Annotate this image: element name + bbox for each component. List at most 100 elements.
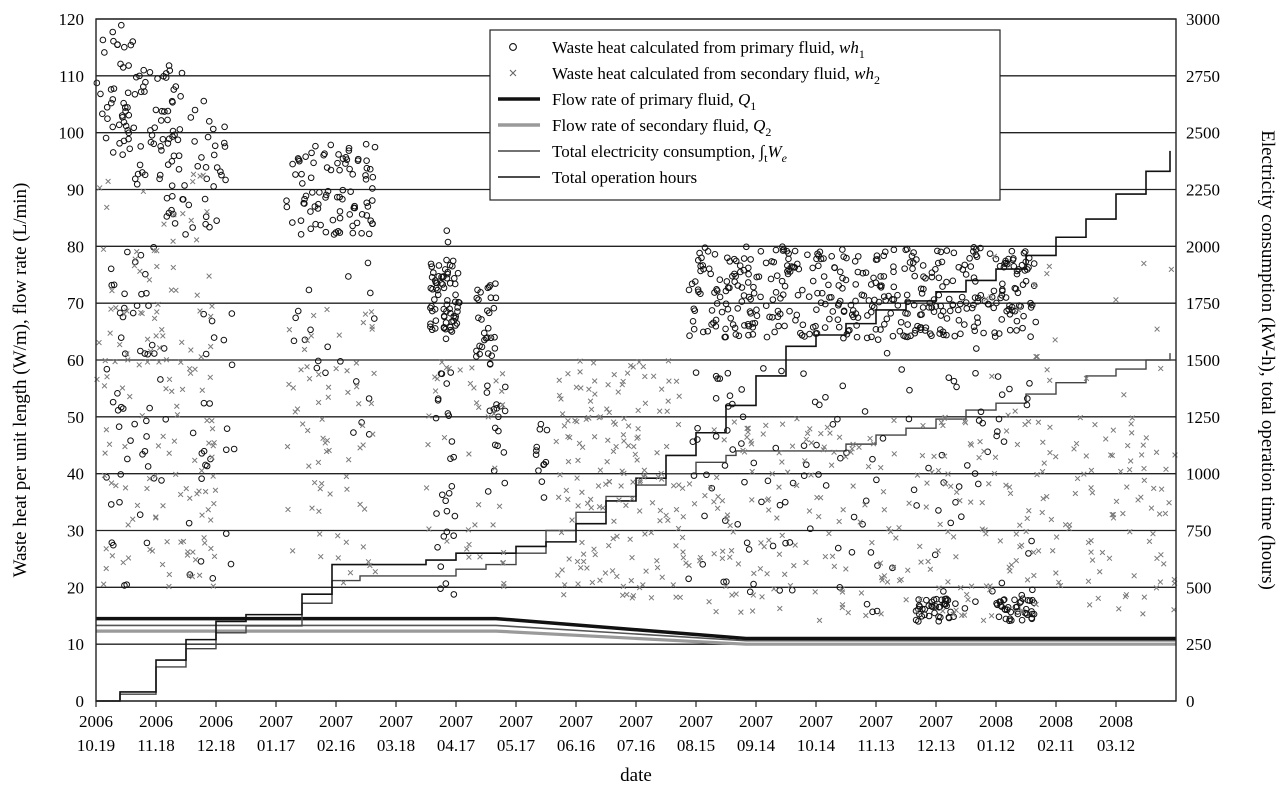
point-wh2 (566, 434, 573, 441)
point-wh1 (313, 364, 321, 372)
point-wh2 (500, 549, 507, 556)
point-wh2 (327, 491, 333, 497)
point-wh1 (750, 289, 758, 297)
point-wh1 (156, 171, 164, 179)
point-wh1 (711, 251, 719, 258)
point-wh1 (746, 588, 754, 596)
point-wh1 (685, 575, 692, 583)
point-wh1 (434, 286, 441, 294)
point-wh1 (1000, 438, 1008, 445)
point-wh1 (713, 300, 721, 307)
point-wh2 (719, 497, 726, 504)
point-wh2 (201, 540, 208, 546)
point-wh1 (739, 413, 747, 421)
point-wh2 (600, 505, 606, 511)
point-wh2 (129, 516, 136, 522)
point-wh2 (1085, 578, 1092, 585)
point-wh1 (934, 259, 942, 267)
point-wh1 (147, 138, 155, 146)
point-wh1 (444, 268, 452, 276)
point-wh2 (577, 358, 583, 364)
point-wh2 (959, 612, 965, 619)
point-wh2 (362, 311, 369, 317)
point-wh1 (962, 271, 970, 278)
point-wh1 (880, 252, 888, 260)
point-wh2 (309, 505, 315, 511)
x-tick-year: 2007 (439, 712, 474, 731)
point-wh1 (795, 265, 803, 273)
point-wh2 (177, 491, 184, 498)
point-wh1 (123, 581, 130, 588)
point-wh1 (949, 277, 957, 285)
point-wh1 (117, 21, 125, 29)
point-wh2 (209, 454, 215, 460)
point-wh2 (1120, 510, 1126, 517)
point-wh1 (986, 250, 994, 257)
point-wh1 (213, 164, 221, 171)
point-wh1 (867, 549, 875, 556)
point-wh2 (578, 385, 584, 391)
point-wh1 (308, 189, 316, 196)
point-wh2 (673, 594, 679, 600)
point-wh2 (211, 500, 217, 507)
point-wh2 (286, 381, 292, 388)
point-wh2 (186, 572, 193, 578)
point-wh2 (318, 480, 325, 487)
point-wh2 (787, 582, 794, 589)
point-wh1 (888, 296, 896, 303)
point-wh1 (840, 253, 847, 260)
point-wh1 (1025, 264, 1032, 271)
point-wh1 (925, 464, 932, 472)
point-wh1 (131, 175, 139, 183)
point-wh1 (201, 195, 209, 203)
point-wh1 (977, 291, 985, 299)
point-wh1 (947, 519, 955, 527)
point-wh1 (122, 107, 129, 115)
point-wh1 (1017, 303, 1025, 310)
point-wh1 (835, 282, 843, 289)
point-wh1 (310, 159, 317, 167)
point-wh2 (477, 554, 483, 560)
point-wh1 (450, 275, 458, 282)
point-wh1 (734, 305, 742, 312)
point-wh1 (339, 195, 346, 203)
point-wh1 (770, 258, 778, 266)
point-wh2 (827, 430, 833, 436)
point-wh2 (102, 450, 108, 456)
point-wh2 (862, 502, 868, 508)
point-wh2 (584, 500, 591, 507)
point-wh1 (749, 320, 756, 327)
point-wh2 (188, 347, 194, 353)
point-wh1 (1003, 606, 1011, 614)
point-wh2 (843, 454, 849, 460)
point-wh1 (915, 602, 923, 609)
point-wh2 (196, 488, 202, 494)
point-wh2 (207, 517, 214, 523)
point-wh1 (977, 244, 984, 252)
point-wh1 (444, 238, 452, 246)
point-wh2 (686, 481, 693, 487)
point-wh2 (941, 453, 948, 459)
point-wh1 (718, 308, 726, 316)
x-tick-year: 2007 (259, 712, 294, 731)
point-wh1 (437, 585, 444, 592)
point-wh1 (115, 423, 123, 431)
point-wh2 (637, 479, 643, 486)
point-wh2 (103, 427, 110, 433)
point-wh2 (368, 309, 375, 315)
point-wh1 (101, 49, 108, 56)
point-wh1 (998, 316, 1006, 323)
point-wh2 (580, 551, 587, 557)
point-wh1 (757, 247, 765, 255)
point-wh1 (911, 329, 919, 337)
point-wh1 (449, 257, 457, 265)
y-tick-label: 110 (59, 67, 84, 86)
point-wh2 (968, 583, 975, 589)
point-wh1 (364, 203, 372, 210)
point-wh1 (431, 325, 439, 332)
point-wh2 (663, 443, 670, 450)
point-wh1 (800, 442, 808, 449)
point-wh1 (187, 114, 195, 121)
point-wh2 (953, 554, 959, 560)
point-wh1 (879, 435, 887, 442)
